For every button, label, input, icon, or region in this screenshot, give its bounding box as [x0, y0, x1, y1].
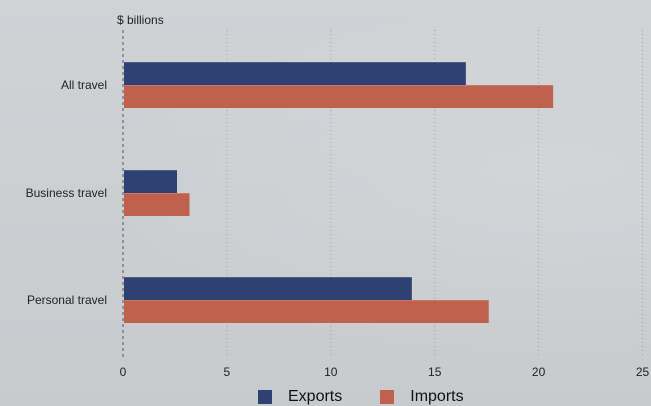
x-tick-label-5: 25 [636, 365, 650, 379]
bar-imports-0 [124, 85, 554, 108]
legend-label-imports: Imports [410, 388, 464, 405]
bar-highlight-exports-2 [124, 277, 412, 278]
bar-highlight-imports-0 [124, 85, 554, 86]
legend-label-exports: Exports [288, 388, 343, 405]
bar-exports-2 [124, 277, 412, 300]
category-label-0: All travel [61, 78, 107, 92]
bar-highlight-exports-0 [124, 62, 466, 63]
bar-exports-0 [124, 62, 466, 85]
legend-item-imports: Imports [380, 388, 464, 406]
legend-swatch-imports [380, 390, 395, 404]
bar-imports-1 [124, 193, 190, 216]
category-label-2: Personal travel [27, 293, 107, 307]
unit-label: $ billions [117, 13, 164, 27]
bar-highlight-exports-1 [124, 170, 178, 171]
legend: Exports Imports [258, 388, 502, 406]
x-tick-label-2: 10 [324, 365, 338, 379]
bar-exports-1 [124, 170, 178, 193]
x-tick-label-1: 5 [224, 365, 231, 379]
bar-imports-2 [124, 300, 489, 323]
x-tick-label-0: 0 [120, 365, 127, 379]
legend-swatch-exports [258, 390, 272, 404]
bar-highlight-imports-1 [124, 193, 190, 194]
bar-highlight-imports-2 [124, 300, 489, 301]
category-label-1: Business travel [26, 186, 107, 200]
x-tick-label-4: 20 [532, 365, 546, 379]
legend-item-exports: Exports [258, 388, 342, 406]
x-tick-label-3: 15 [428, 365, 442, 379]
